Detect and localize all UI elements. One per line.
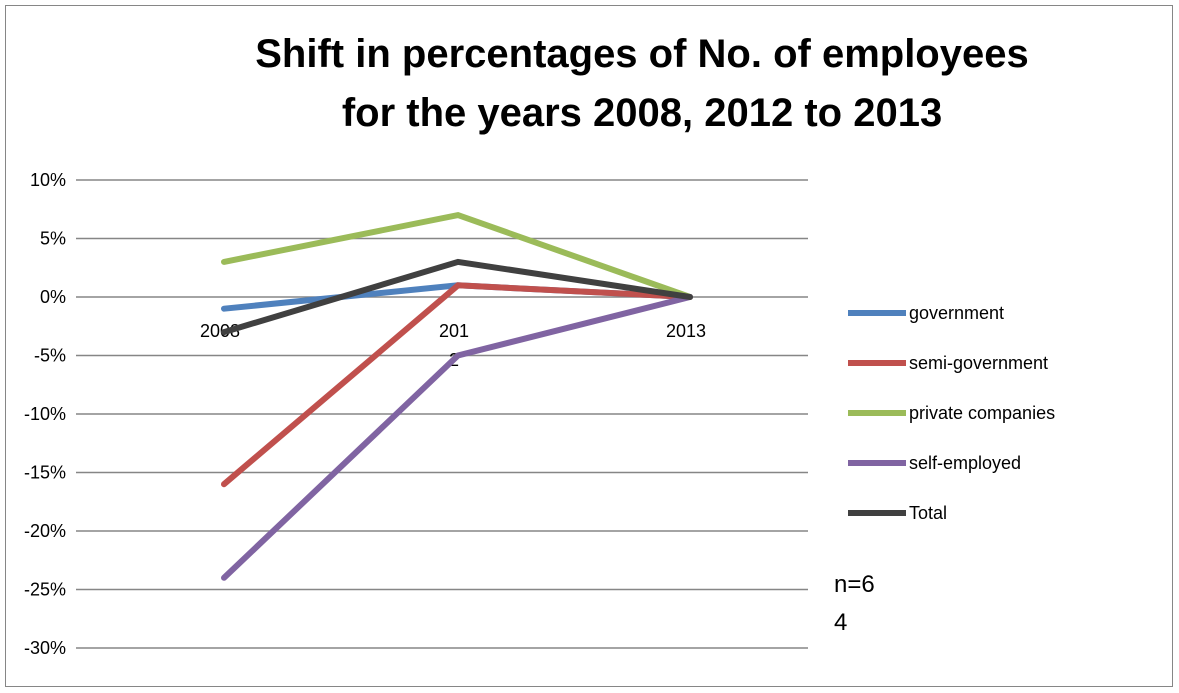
legend-label: government: [909, 303, 1004, 323]
y-tick-label: -15%: [24, 463, 66, 483]
chart-title: Shift in percentages of No. of employees…: [255, 32, 1028, 135]
y-tick-label: -30%: [24, 638, 66, 658]
x-tick-label: 2008: [200, 321, 240, 341]
y-tick-label: 0%: [40, 287, 66, 307]
x-tick-label: 2013: [666, 321, 706, 341]
gridlines: [76, 179, 808, 649]
x-tick-label: 201: [439, 321, 469, 341]
sample-size-note: n=64: [834, 571, 875, 636]
y-tick-label: -5%: [34, 346, 66, 366]
legend: government semi-government private compani…: [848, 303, 1055, 523]
chart-area: [5, 5, 1173, 687]
legend-label: private companies: [909, 403, 1055, 423]
y-tick-label: 5%: [40, 229, 66, 249]
sample-size-note-line: n=6: [834, 571, 875, 598]
chart-title-line: Shift in percentages of No. of employees: [255, 32, 1028, 76]
sample-size-note-line: 4: [834, 609, 847, 636]
y-tick-label: -10%: [24, 404, 66, 424]
legend-label: semi-government: [909, 353, 1048, 373]
y-tick-label: -25%: [24, 580, 66, 600]
legend-label: Total: [909, 503, 947, 523]
series-lines: [221, 211, 693, 581]
y-axis-tick-labels: 10% 5% 0% -5% -10% -15% -20% -25% -30%: [24, 170, 66, 658]
legend-label: self-employed: [909, 453, 1021, 473]
chart-title-line: for the years 2008, 2012 to 2013: [342, 91, 942, 135]
y-tick-label: 10%: [30, 170, 66, 190]
y-tick-label: -20%: [24, 521, 66, 541]
